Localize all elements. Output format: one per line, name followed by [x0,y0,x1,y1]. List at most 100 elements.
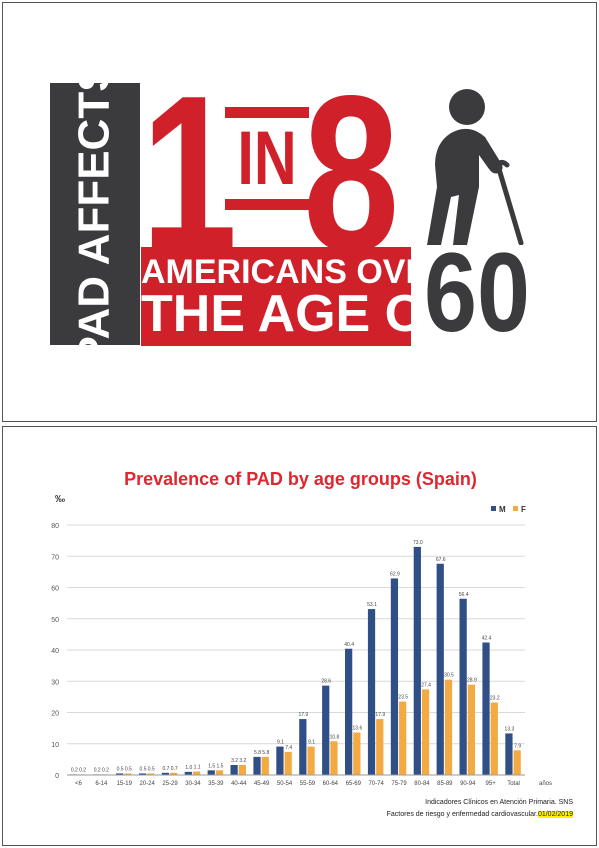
source-line-2: Factores de riesgo y enfermedad cardiova… [303,811,573,818]
data-label: 28.6 [321,679,331,685]
data-label: 1.5 [208,763,215,769]
infographic-slide: PAD AFFECTS 1 IN 8 AMERICANS OVER THE AG… [2,2,597,422]
data-label: 42.4 [482,636,492,642]
x-tick-label: 6-14 [95,781,108,787]
x-tick-label: 65-69 [346,781,362,787]
in-word: IN [237,116,297,201]
bar-F [399,701,407,775]
x-axis-suffix: años [539,781,552,787]
side-banner [50,83,140,345]
data-label: 9.1 [308,740,315,746]
x-tick-label: 50-54 [277,781,293,787]
chart-title: Prevalence of PAD by age groups (Spain) [124,469,477,489]
bar-M [322,685,330,775]
source-line-2-text: Factores de riesgo y enfermedad cardiova… [386,811,538,818]
data-label: 23.5 [398,695,408,701]
side-banner-text: PAD AFFECTS [70,62,120,366]
y-tick-label: 80 [51,523,59,530]
bar-F [284,751,292,775]
bar-M [116,773,124,775]
data-label: 62.9 [390,571,400,577]
data-label: 30.5 [444,673,454,679]
x-tick-label: 25-29 [162,781,178,787]
x-tick-label: 95+ [486,781,497,787]
red-caption-box [141,247,411,346]
bar-F [490,702,498,775]
y-tick-label: 40 [51,648,59,655]
data-label: 3.2 [239,758,246,764]
bar-F [307,746,315,775]
source-line-1: Indicadores Clínicos en Atención Primari… [425,799,573,806]
legend-label-M: M [499,505,506,514]
data-label: 13.3 [505,726,515,732]
y-tick-label: 10 [51,742,59,749]
data-label: 67.6 [436,557,446,563]
legend-swatch-F [513,506,518,511]
bar-M [230,765,238,775]
data-label: 1.5 [216,763,223,769]
x-tick-label: 30-34 [185,781,201,787]
data-label: 0.5 [117,766,124,772]
in-bottom-bar [225,199,309,210]
data-label: 53.1 [367,602,377,608]
bar-F [147,773,155,775]
legend-label-F: F [521,505,526,514]
data-label: 13.6 [353,726,363,732]
x-tick-label: 15-19 [117,781,133,787]
age-number: 60 [424,230,530,355]
bar-M [390,578,399,775]
x-tick-label: 20-24 [139,781,155,787]
bar-M [459,598,467,775]
data-label: 10.8 [330,734,340,740]
x-tick-label: 40-44 [231,781,247,787]
bar-F [238,765,246,775]
y-tick-label: 0 [55,773,59,780]
caption-line-2: THE AGE OF [141,285,457,343]
data-label: 9.1 [277,740,284,746]
bar-M [436,563,444,775]
data-label: 0.7 [171,766,178,772]
y-tick-label: 20 [51,711,59,718]
x-tick-label: 75-79 [391,781,407,787]
data-label: 0.2 [71,767,78,773]
bar-M [276,746,284,775]
side-banner-text-wrap: PAD AFFECTS [50,62,140,365]
bar-F [376,719,384,775]
data-label: 17.9 [375,712,385,718]
data-label: 1.0 [185,765,192,771]
chart-slide: Prevalence of PAD by age groups (Spain) … [2,426,597,846]
bar-F [467,684,475,775]
data-label: 0.2 [102,767,109,773]
x-tick-label: <6 [75,781,83,787]
bar-M [413,546,421,775]
bar-M [138,773,147,775]
bar-M [184,771,192,775]
bar-M [207,770,215,775]
data-label: 0.5 [148,766,155,772]
bar-M [253,756,261,775]
x-tick-label: 60-64 [323,781,339,787]
data-label: 0.7 [162,766,169,772]
data-label: 0.5 [140,766,147,772]
bar-F [513,750,521,775]
bar-F [353,732,361,775]
x-tick-label: 55-59 [300,781,316,787]
data-label: 27.4 [421,682,431,688]
bar-F [124,773,132,775]
bar-F [192,771,201,775]
bar-M [161,772,170,775]
data-label: 40.4 [344,642,354,648]
data-label: 28.9 [467,678,477,684]
bar-M [505,733,513,775]
bar-F [330,741,338,775]
bar-F [215,770,224,775]
bar-F [170,772,178,775]
data-label: 23.2 [490,696,500,702]
x-tick-label: 70-74 [368,781,384,787]
caption-line-1: AMERICANS OVER [141,253,453,291]
x-tick-label: 45-49 [254,781,270,787]
data-label: 0.2 [94,767,101,773]
bar-M [367,609,376,775]
bar-F [444,679,453,775]
